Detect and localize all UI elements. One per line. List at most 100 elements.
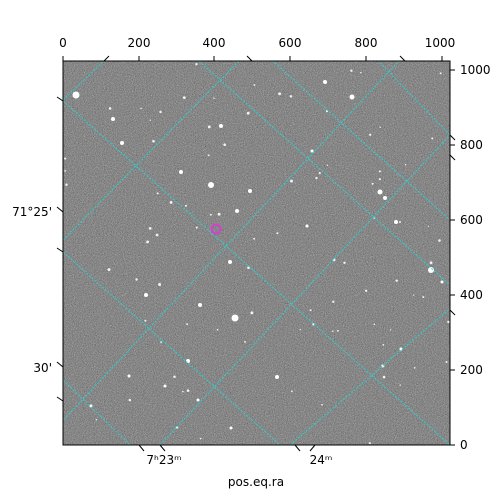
grid-line: [63, 61, 105, 101]
star: [395, 279, 398, 282]
grid-line: [289, 307, 450, 445]
grid-line: [63, 251, 281, 445]
star: [321, 403, 323, 406]
star: [394, 220, 398, 224]
star-field: [64, 56, 450, 445]
star: [159, 110, 162, 114]
star: [209, 213, 212, 216]
star: [336, 329, 339, 332]
star: [213, 97, 215, 99]
star: [163, 384, 167, 388]
target-marker: [210, 223, 222, 235]
star: [217, 212, 221, 216]
star: [186, 323, 189, 326]
star: [198, 303, 202, 307]
star: [195, 226, 198, 229]
star: [310, 149, 314, 153]
star: [148, 227, 152, 230]
star: [445, 360, 448, 364]
star: [127, 374, 131, 378]
right-tick-label: 0: [460, 438, 468, 452]
star: [111, 117, 115, 121]
star: [378, 170, 381, 173]
star: [108, 107, 112, 110]
star: [184, 204, 188, 207]
star: [64, 157, 67, 160]
grid-line: [63, 100, 450, 445]
star: [350, 69, 353, 72]
star: [276, 232, 279, 235]
star: [65, 183, 68, 187]
star: [413, 294, 415, 296]
sky-image: [63, 56, 450, 445]
star: [315, 176, 318, 180]
star: [253, 84, 256, 86]
star: [404, 164, 407, 166]
star: [173, 375, 176, 379]
star: [95, 419, 98, 421]
star: [72, 91, 80, 99]
grid-line: [63, 379, 131, 445]
coordinate-grid: [63, 61, 450, 445]
star: [182, 96, 186, 99]
star: [89, 404, 93, 408]
star: [332, 258, 336, 262]
star: [228, 260, 232, 264]
star: [332, 300, 335, 303]
right-axis: 0 200 400 600 800 1000: [450, 63, 491, 452]
bottom-tick-label: 7ʰ23ᵐ: [146, 453, 181, 467]
star: [128, 398, 132, 402]
star: [275, 375, 279, 379]
star: [158, 283, 162, 286]
star: [244, 340, 246, 343]
star: [373, 323, 376, 326]
star: [378, 178, 381, 181]
right-tick-label: 400: [460, 288, 483, 302]
star: [250, 311, 254, 315]
star: [223, 143, 227, 147]
top-tick-label: 1000: [425, 36, 456, 50]
star: [332, 330, 334, 332]
star: [422, 296, 425, 299]
star: [440, 280, 444, 284]
star: [291, 390, 293, 393]
star: [312, 323, 315, 326]
star: [364, 289, 368, 292]
star: [428, 267, 434, 273]
star: [377, 189, 383, 195]
star: [146, 240, 150, 244]
star: [186, 389, 190, 392]
top-axis: 0 200 400 600 800 1000: [59, 36, 455, 61]
star: [64, 170, 66, 172]
star: [309, 309, 312, 312]
star: [399, 347, 403, 351]
grid-line: [159, 134, 450, 445]
star: [107, 268, 111, 272]
star: [169, 200, 173, 204]
star: [383, 196, 387, 200]
left-axis: 71°25' 30': [12, 205, 52, 375]
star: [219, 124, 223, 128]
star: [349, 94, 355, 100]
star: [343, 261, 346, 265]
star: [439, 72, 442, 75]
star: [135, 278, 138, 281]
star: [369, 133, 372, 136]
grid-line: [197, 61, 450, 286]
star: [152, 139, 155, 143]
star: [382, 344, 385, 346]
star: [199, 437, 202, 440]
star: [447, 320, 450, 324]
star: [359, 56, 362, 59]
star: [196, 398, 200, 402]
star: [323, 80, 327, 84]
left-tick-label: 71°25': [12, 205, 52, 219]
star: [246, 111, 250, 115]
star: [290, 179, 293, 183]
x-axis-label: pos.eq.ra: [228, 475, 284, 489]
star: [318, 172, 321, 175]
star: [195, 62, 198, 66]
star: [399, 221, 401, 223]
star: [429, 261, 433, 265]
